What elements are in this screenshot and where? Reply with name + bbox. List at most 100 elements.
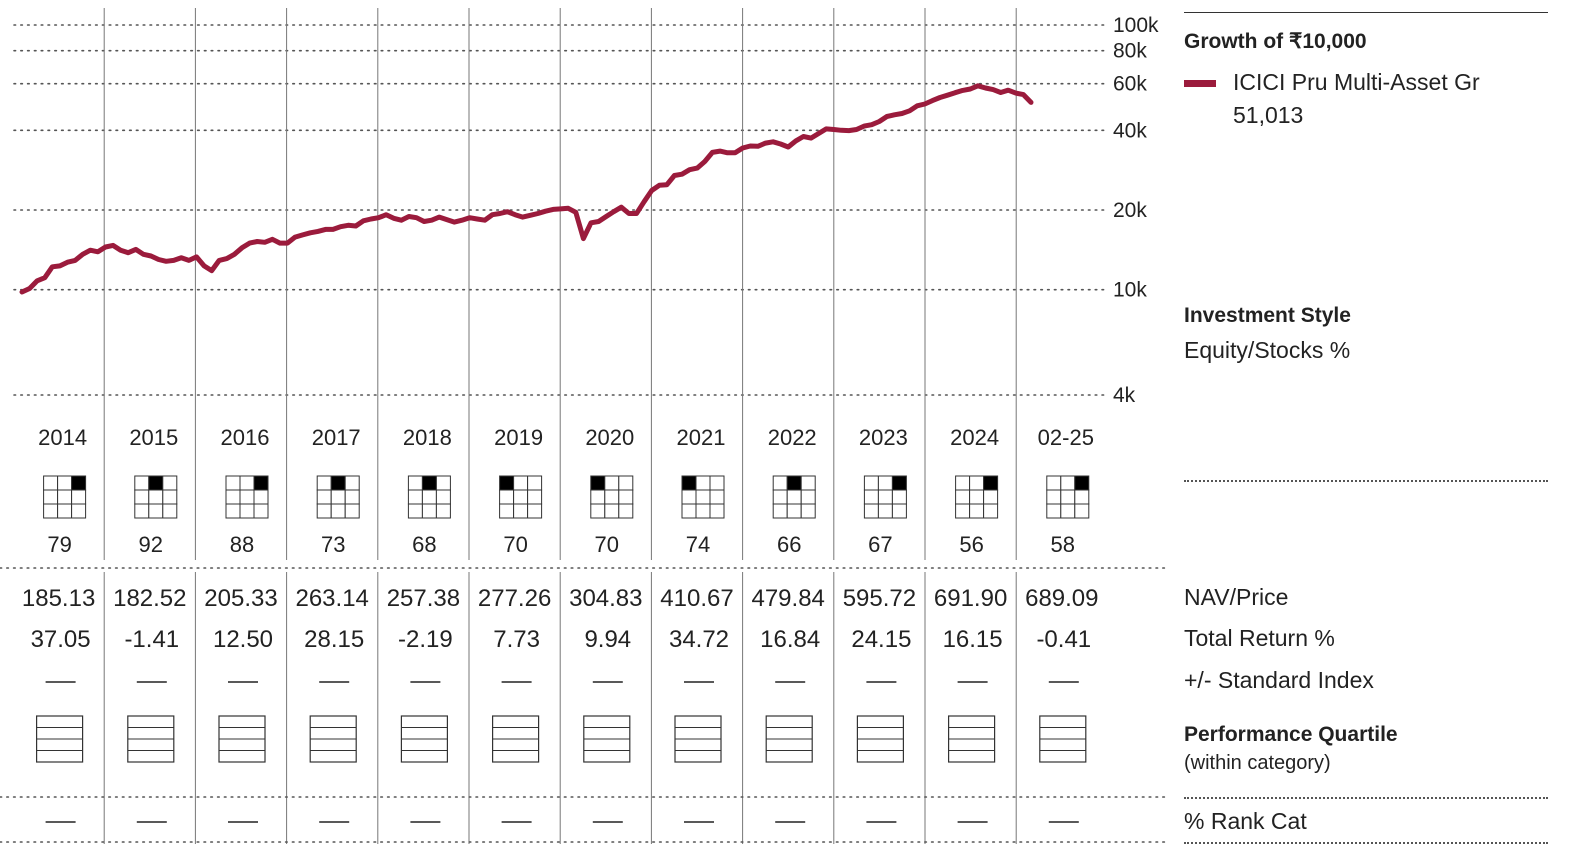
style-box-cell xyxy=(316,475,332,491)
style-box-cell xyxy=(421,475,437,491)
style-box-cell xyxy=(162,503,178,519)
style-box-cell xyxy=(800,489,816,505)
legend-series-name: ICICI Pru Multi-Asset Gr xyxy=(1233,69,1480,95)
style-box-cell xyxy=(527,489,543,505)
style-box-cell xyxy=(983,475,999,491)
equity-percent: 66 xyxy=(777,532,801,557)
style-box-cell xyxy=(772,503,788,519)
style-box-cell xyxy=(772,475,788,491)
year-columns xyxy=(103,8,1017,844)
style-box-cell xyxy=(225,503,241,519)
style-box-cell xyxy=(891,475,907,491)
rank-cat-label: % Rank Cat xyxy=(1184,808,1307,834)
style-box-cell xyxy=(57,489,73,505)
style-box-cell xyxy=(148,475,164,491)
year-label: 2020 xyxy=(585,425,634,450)
style-box-cell xyxy=(800,503,816,519)
performance-quartile-sub: (within category) xyxy=(1184,752,1331,774)
style-box-cell xyxy=(681,489,697,505)
year-label: 2022 xyxy=(768,425,817,450)
style-box-cell xyxy=(513,475,529,491)
total-return-value: -0.41 xyxy=(1036,626,1091,653)
style-box-cell xyxy=(1046,503,1062,519)
equity-percent: 70 xyxy=(503,532,527,557)
year-label: 2017 xyxy=(312,425,361,450)
nav-price-value: 263.14 xyxy=(295,585,368,612)
equity-percent: 73 xyxy=(321,532,345,557)
style-box-cell xyxy=(863,489,879,505)
style-box-cell xyxy=(695,503,711,519)
year-label: 2019 xyxy=(494,425,543,450)
style-box-cell xyxy=(955,503,971,519)
style-box-cell xyxy=(225,489,241,505)
vs-index-label: +/- Standard Index xyxy=(1184,667,1374,693)
style-box-cell xyxy=(1060,503,1076,519)
style-box-cell xyxy=(863,475,879,491)
style-box-cell xyxy=(877,475,893,491)
style-box-cell xyxy=(618,475,634,491)
style-box-cell xyxy=(57,503,73,519)
equity-percent: 74 xyxy=(686,532,710,557)
legend-top-rule xyxy=(1184,12,1548,13)
style-box-cell xyxy=(407,475,423,491)
nav-price-value: 410.67 xyxy=(660,585,733,612)
style-box-cell xyxy=(709,475,725,491)
style-box-cell xyxy=(407,489,423,505)
equity-percent: 79 xyxy=(47,532,71,557)
style-box-cell xyxy=(695,475,711,491)
style-box-cell xyxy=(71,489,87,505)
style-box-cell xyxy=(604,503,620,519)
y-tick-label: 100k xyxy=(1113,14,1159,37)
nav-price-value: 304.83 xyxy=(569,585,642,612)
legend-swatch xyxy=(1184,80,1216,87)
style-box-cell xyxy=(891,489,907,505)
y-tick-label: 10k xyxy=(1113,279,1147,302)
style-box-cell xyxy=(134,489,150,505)
style-box-cell xyxy=(1060,489,1076,505)
style-box-cell xyxy=(225,475,241,491)
style-box-cell xyxy=(421,503,437,519)
year-label: 2023 xyxy=(859,425,908,450)
style-box-cell xyxy=(134,503,150,519)
style-box-cell xyxy=(330,475,346,491)
style-box-cell xyxy=(513,503,529,519)
style-box-cell xyxy=(891,503,907,519)
style-box-cell xyxy=(590,503,606,519)
nav-price-value: 257.38 xyxy=(387,585,460,612)
total-return-label: Total Return % xyxy=(1184,625,1335,651)
equity-percent: 92 xyxy=(139,532,163,557)
year-label: 2015 xyxy=(129,425,178,450)
nav-price-value: 277.26 xyxy=(478,585,551,612)
style-box-cell xyxy=(709,503,725,519)
y-tick-label: 20k xyxy=(1113,199,1147,222)
y-tick-label: 40k xyxy=(1113,119,1147,142)
style-box-cell xyxy=(71,475,87,491)
style-box-cell xyxy=(43,475,59,491)
style-box-cell xyxy=(330,503,346,519)
style-box-cell xyxy=(239,475,255,491)
investment-style-label: Investment Style xyxy=(1184,304,1351,327)
style-box-cell xyxy=(57,475,73,491)
style-divider xyxy=(1184,480,1548,482)
style-box-cell xyxy=(344,489,360,505)
nav-price-value: 479.84 xyxy=(751,585,824,612)
nav-price-value: 691.90 xyxy=(934,585,1007,612)
style-box-cell xyxy=(618,503,634,519)
style-box-cell xyxy=(681,503,697,519)
style-box-cell xyxy=(316,503,332,519)
nav-price-value: 185.13 xyxy=(22,585,95,612)
style-box-cell xyxy=(239,489,255,505)
style-box-cell xyxy=(134,475,150,491)
legend-series-value: 51,013 xyxy=(1233,102,1304,128)
style-box-cell xyxy=(772,489,788,505)
style-box-cell xyxy=(344,503,360,519)
year-label: 2024 xyxy=(950,425,999,450)
equity-percent: 67 xyxy=(868,532,892,557)
year-label: 02-25 xyxy=(1038,425,1094,450)
style-box-cell xyxy=(983,489,999,505)
style-box-cell xyxy=(148,489,164,505)
bottom-divider xyxy=(1184,842,1548,844)
style-box-cell xyxy=(1074,475,1090,491)
style-box-cell xyxy=(969,489,985,505)
style-box-cell xyxy=(604,475,620,491)
